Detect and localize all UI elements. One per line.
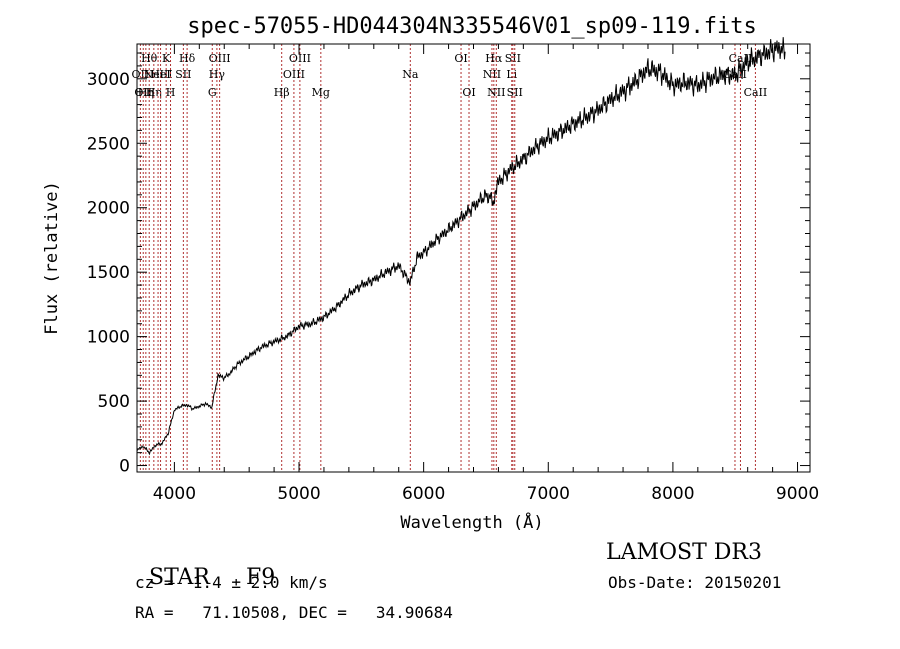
line-label-11: G (208, 86, 217, 99)
y-tick-label-500: 500 (98, 392, 130, 412)
x-tick-label-9000: 9000 (776, 484, 819, 504)
spectral-class: F9 (246, 565, 276, 590)
line-label-29: CaII (744, 86, 768, 99)
y-tick-label-3000: 3000 (87, 70, 130, 90)
plot-frame (136, 43, 811, 473)
line-label-22: Hα (485, 52, 503, 65)
spectral-lines: OIIOIIHηHθHηNeIIIHeIKHSIIHδGHγOIIIHβOIII… (132, 44, 768, 472)
line-label-15: OIII (283, 68, 305, 81)
line-label-26: SII (507, 86, 523, 99)
line-label-1: OII (134, 86, 152, 99)
y-tick-label-2000: 2000 (87, 199, 130, 219)
x-tick-label-5000: 5000 (277, 484, 320, 504)
line-label-4: Hη (146, 86, 162, 99)
line-label-0: OII (132, 68, 150, 81)
line-label-21: NII (483, 68, 501, 81)
line-label-6: HeI (150, 68, 170, 81)
y-tick-label-2500: 2500 (87, 134, 130, 154)
axes: 4000 5000 6000 7000 8000 9000 0 500 1000 1500 2000… (87, 44, 819, 504)
line-label-25: SII (505, 52, 521, 65)
x-tick-label-7000: 7000 (527, 484, 570, 504)
line-label-17: Mg (312, 86, 330, 99)
x-tick-label-4000: 4000 (153, 484, 196, 504)
coordinates: RA = 71.10508, DEC = 34.90684 (135, 603, 453, 622)
line-label-8: H (166, 86, 176, 99)
line-label-18: Na (402, 68, 419, 81)
line-label-23: NII (487, 86, 505, 99)
line-label-28: CaII (729, 52, 753, 65)
line-label-2: Hη (138, 86, 154, 99)
data-series (136, 37, 786, 456)
line-label-9: SII (175, 68, 191, 81)
line-label-10: Hδ (179, 52, 196, 65)
line-label-13: OIII (209, 52, 231, 65)
y-axis-label: Flux (relative) (42, 181, 62, 335)
line-label-14: Hβ (274, 86, 290, 99)
line-label-19: OI (454, 52, 467, 65)
y-tick-label-0: 0 (119, 457, 130, 477)
line-label-20: OI (462, 86, 475, 99)
line-label-24: Li (506, 68, 517, 81)
x-tick-label-6000: 6000 (402, 484, 445, 504)
line-label-12: Hγ (209, 68, 226, 81)
line-label-5: NeIII (143, 68, 172, 81)
obs-date: Obs-Date: 20150201 (608, 573, 782, 592)
redshift-info: cz = 1.4 ± 2.0 km/s (135, 573, 328, 592)
line-label-7: K (162, 52, 171, 65)
series-flux (136, 37, 786, 456)
y-tick-label-1500: 1500 (87, 263, 130, 283)
line-label-3: Hθ (141, 52, 158, 65)
survey-name: LAMOST DR3 (606, 540, 762, 565)
chart-title: spec-57055-HD044304N335546V01_sp09-119.f… (187, 14, 757, 39)
y-tick-label-1000: 1000 (87, 328, 130, 348)
x-axis-label: Wavelength (Å) (400, 511, 543, 533)
object-type: STAR (149, 565, 210, 590)
line-label-16: OIII (289, 52, 311, 65)
x-tick-label-8000: 8000 (651, 484, 694, 504)
